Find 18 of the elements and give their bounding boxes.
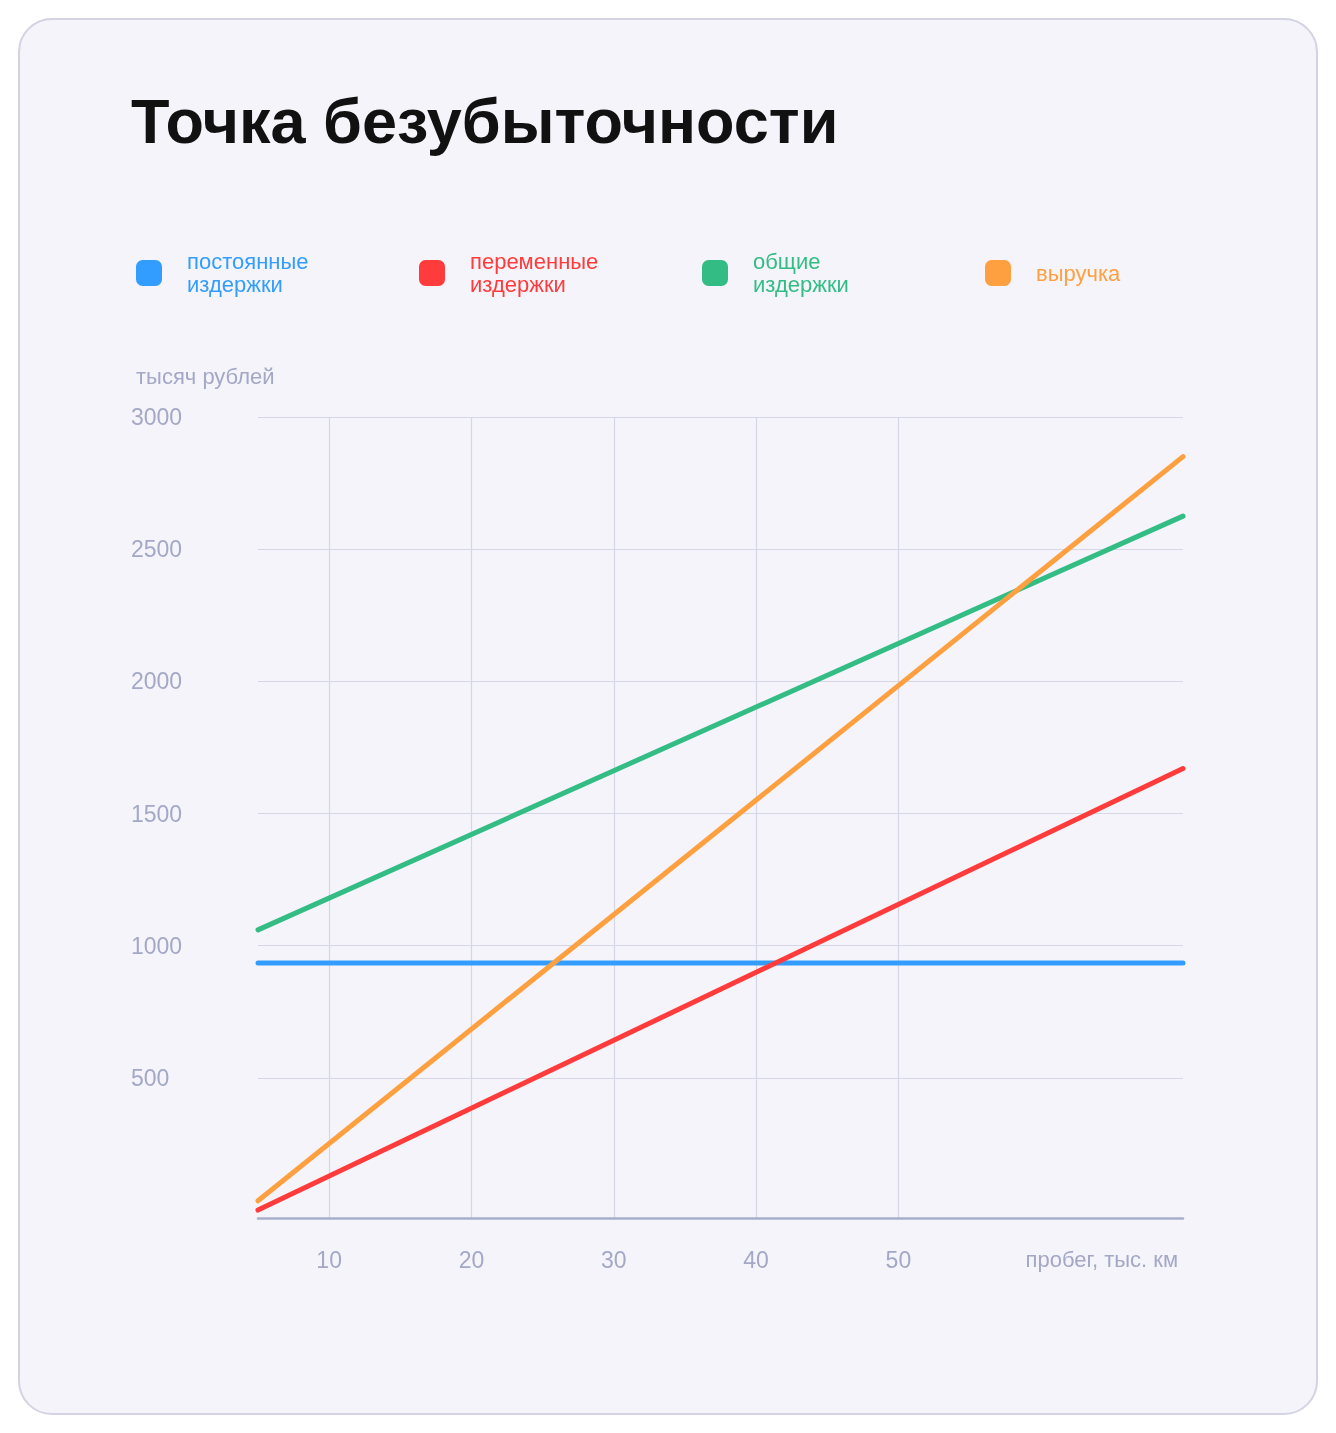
legend-label: выручка — [1036, 260, 1122, 286]
legend-label: постоянные издержки — [187, 249, 309, 297]
y-axis-title: тысяч рублей — [136, 363, 275, 389]
y-tick-label: 500 — [131, 1064, 170, 1091]
x-tick-label: 50 — [885, 1246, 912, 1273]
x-tick-label: 10 — [316, 1246, 342, 1273]
x-tick-label: 30 — [600, 1246, 627, 1273]
chart-title: Точка безубыточности — [131, 85, 839, 156]
x-tick-label: 20 — [458, 1246, 485, 1273]
x-axis-title: пробег, тыс. км — [1025, 1246, 1179, 1272]
y-tick-label: 1500 — [131, 800, 183, 827]
y-tick-label: 1000 — [131, 932, 183, 959]
y-tick-label: 3000 — [131, 404, 183, 430]
x-tick-label: 40 — [743, 1246, 769, 1273]
legend-label: переменные издержки — [470, 249, 599, 297]
y-tick-label: 2000 — [131, 668, 183, 695]
legend-label: общие издержки — [753, 249, 849, 297]
y-tick-label: 2500 — [131, 536, 183, 563]
